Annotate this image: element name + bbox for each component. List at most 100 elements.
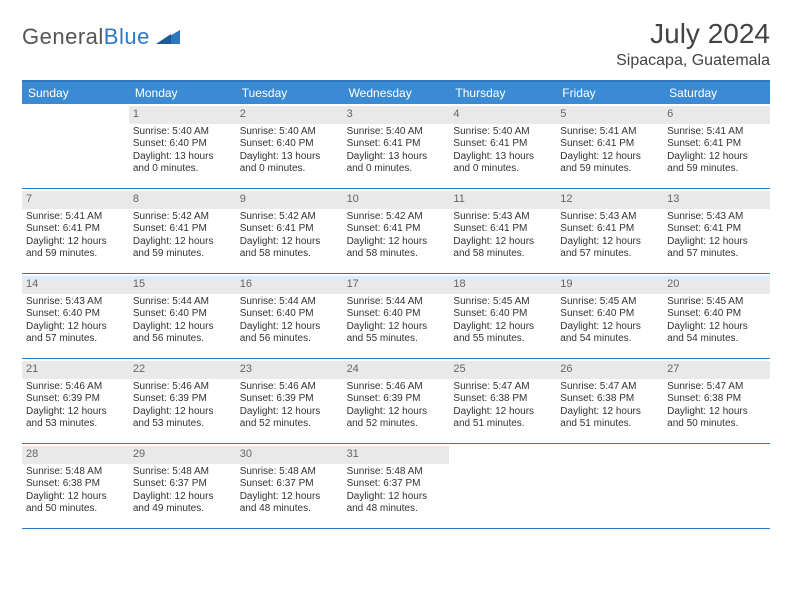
sunset-text: Sunset: 6:38 PM bbox=[453, 393, 552, 406]
day-number: 5 bbox=[556, 106, 663, 124]
day-number: 20 bbox=[663, 276, 770, 294]
sunrise-text: Sunrise: 5:40 AM bbox=[453, 126, 552, 139]
calendar-cell bbox=[22, 104, 129, 188]
sunrise-text: Sunrise: 5:45 AM bbox=[560, 296, 659, 309]
day-number: 25 bbox=[449, 361, 556, 379]
logo-part2: Blue bbox=[104, 24, 150, 49]
day-number: 1 bbox=[129, 106, 236, 124]
sunrise-text: Sunrise: 5:44 AM bbox=[347, 296, 446, 309]
sunrise-text: Sunrise: 5:46 AM bbox=[240, 381, 339, 394]
triangle-icon bbox=[156, 26, 180, 49]
day-name: Monday bbox=[129, 82, 236, 104]
calendar-week: 28Sunrise: 5:48 AMSunset: 6:38 PMDayligh… bbox=[22, 444, 770, 529]
sunset-text: Sunset: 6:38 PM bbox=[560, 393, 659, 406]
daylight-text: Daylight: 12 hours and 54 minutes. bbox=[667, 321, 766, 346]
logo: GeneralBlue bbox=[22, 24, 180, 50]
day-number: 23 bbox=[236, 361, 343, 379]
daylight-text: Daylight: 12 hours and 59 minutes. bbox=[560, 151, 659, 176]
location-label: Sipacapa, Guatemala bbox=[616, 52, 770, 70]
day-number: 30 bbox=[236, 446, 343, 464]
sunset-text: Sunset: 6:41 PM bbox=[453, 138, 552, 151]
day-number: 24 bbox=[343, 361, 450, 379]
sunset-text: Sunset: 6:41 PM bbox=[240, 223, 339, 236]
calendar-week: 7Sunrise: 5:41 AMSunset: 6:41 PMDaylight… bbox=[22, 189, 770, 274]
day-number: 8 bbox=[129, 191, 236, 209]
day-number: 13 bbox=[663, 191, 770, 209]
day-number: 18 bbox=[449, 276, 556, 294]
sunrise-text: Sunrise: 5:41 AM bbox=[560, 126, 659, 139]
sunrise-text: Sunrise: 5:48 AM bbox=[133, 466, 232, 479]
day-number: 4 bbox=[449, 106, 556, 124]
daylight-text: Daylight: 12 hours and 51 minutes. bbox=[560, 406, 659, 431]
calendar-cell bbox=[556, 444, 663, 528]
sunset-text: Sunset: 6:40 PM bbox=[453, 308, 552, 321]
daylight-text: Daylight: 12 hours and 50 minutes. bbox=[667, 406, 766, 431]
daylight-text: Daylight: 12 hours and 50 minutes. bbox=[26, 491, 125, 516]
sunset-text: Sunset: 6:40 PM bbox=[133, 308, 232, 321]
calendar-cell: 14Sunrise: 5:43 AMSunset: 6:40 PMDayligh… bbox=[22, 274, 129, 358]
sunset-text: Sunset: 6:41 PM bbox=[560, 138, 659, 151]
day-number: 17 bbox=[343, 276, 450, 294]
sunset-text: Sunset: 6:40 PM bbox=[240, 138, 339, 151]
calendar-week: 14Sunrise: 5:43 AMSunset: 6:40 PMDayligh… bbox=[22, 274, 770, 359]
day-name: Saturday bbox=[663, 82, 770, 104]
calendar-cell: 29Sunrise: 5:48 AMSunset: 6:37 PMDayligh… bbox=[129, 444, 236, 528]
calendar-cell: 19Sunrise: 5:45 AMSunset: 6:40 PMDayligh… bbox=[556, 274, 663, 358]
sunrise-text: Sunrise: 5:46 AM bbox=[26, 381, 125, 394]
daylight-text: Daylight: 12 hours and 52 minutes. bbox=[347, 406, 446, 431]
daylight-text: Daylight: 12 hours and 59 minutes. bbox=[667, 151, 766, 176]
calendar-cell: 20Sunrise: 5:45 AMSunset: 6:40 PMDayligh… bbox=[663, 274, 770, 358]
calendar-cell: 23 Sunrise: 5:46 AMSunset: 6:39 PMDayligh… bbox=[236, 359, 343, 443]
daylight-text: Daylight: 12 hours and 49 minutes. bbox=[133, 491, 232, 516]
daylight-text: Daylight: 12 hours and 52 minutes. bbox=[240, 406, 339, 431]
day-name: Friday bbox=[556, 82, 663, 104]
calendar-cell: 17Sunrise: 5:44 AMSunset: 6:40 PMDayligh… bbox=[343, 274, 450, 358]
sunset-text: Sunset: 6:39 PM bbox=[240, 393, 339, 406]
sunset-text: Sunset: 6:41 PM bbox=[26, 223, 125, 236]
calendar-week: 21Sunrise: 5:46 AMSunset: 6:39 PMDayligh… bbox=[22, 359, 770, 444]
sunset-text: Sunset: 6:41 PM bbox=[347, 138, 446, 151]
daylight-text: Daylight: 12 hours and 59 minutes. bbox=[26, 236, 125, 261]
daylight-text: Daylight: 13 hours and 0 minutes. bbox=[453, 151, 552, 176]
sunset-text: Sunset: 6:41 PM bbox=[667, 138, 766, 151]
calendar-cell: 1Sunrise: 5:40 AMSunset: 6:40 PMDaylight… bbox=[129, 104, 236, 188]
day-name: Wednesday bbox=[343, 82, 450, 104]
sunrise-text: Sunrise: 5:46 AM bbox=[133, 381, 232, 394]
sunrise-text: Sunrise: 5:44 AM bbox=[133, 296, 232, 309]
calendar-cell: 7Sunrise: 5:41 AMSunset: 6:41 PMDaylight… bbox=[22, 189, 129, 273]
daylight-text: Daylight: 12 hours and 59 minutes. bbox=[133, 236, 232, 261]
day-number: 12 bbox=[556, 191, 663, 209]
sunset-text: Sunset: 6:40 PM bbox=[26, 308, 125, 321]
day-number: 16 bbox=[236, 276, 343, 294]
calendar-cell: 9Sunrise: 5:42 AMSunset: 6:41 PMDaylight… bbox=[236, 189, 343, 273]
calendar-week: 1 Sunrise: 5:40 AM Sunset: 6:40 PM Daylight… bbox=[22, 104, 770, 189]
sunset-text: Sunset: 6:40 PM bbox=[560, 308, 659, 321]
day-number: 21 bbox=[22, 361, 129, 379]
page-header: GeneralBlue July 2024 Sipacapa, Guatemal… bbox=[22, 18, 770, 70]
day-number: 2 bbox=[236, 106, 343, 124]
sunrise-text: Sunrise: 5:47 AM bbox=[560, 381, 659, 394]
calendar-cell: 4 Sunrise: 5:40 AMSunset: 6:41 PMDaylight… bbox=[449, 104, 556, 188]
daylight-text: Daylight: 12 hours and 55 minutes. bbox=[453, 321, 552, 346]
day-number: 3 bbox=[343, 106, 450, 124]
calendar-cell: 3Sunrise: 5:40 AMSunset: 6:41 PMDaylight… bbox=[343, 104, 450, 188]
day-name: Sunday bbox=[22, 82, 129, 104]
calendar-cell bbox=[449, 444, 556, 528]
calendar-cell: 10Sunrise: 5:42 AMSunset: 6:41 PMDayligh… bbox=[343, 189, 450, 273]
calendar-cell: 27Sunrise: 5:47 AMSunset: 6:38 PMDayligh… bbox=[663, 359, 770, 443]
calendar-cell: 31Sunrise: 5:48 AMSunset: 6:37 PMDayligh… bbox=[343, 444, 450, 528]
calendar-cell: 12Sunrise: 5:43 AMSunset: 6:41 PMDayligh… bbox=[556, 189, 663, 273]
calendar-cell: 2Sunrise: 5:40 AMSunset: 6:40 PMDaylight… bbox=[236, 104, 343, 188]
sunrise-text: Sunrise: 5:43 AM bbox=[26, 296, 125, 309]
day-name: Tuesday bbox=[236, 82, 343, 104]
daylight-text: Daylight: 12 hours and 58 minutes. bbox=[240, 236, 339, 261]
daylight-text: Daylight: 12 hours and 57 minutes. bbox=[667, 236, 766, 261]
calendar-cell bbox=[663, 444, 770, 528]
calendar-cell: 26Sunrise: 5:47 AMSunset: 6:38 PMDayligh… bbox=[556, 359, 663, 443]
day-number: 27 bbox=[663, 361, 770, 379]
day-number: 19 bbox=[556, 276, 663, 294]
calendar-cell: 21Sunrise: 5:46 AMSunset: 6:39 PMDayligh… bbox=[22, 359, 129, 443]
sunrise-text: Sunrise: 5:45 AM bbox=[667, 296, 766, 309]
day-number: 6 bbox=[663, 106, 770, 124]
sunrise-text: Sunrise: 5:42 AM bbox=[347, 211, 446, 224]
